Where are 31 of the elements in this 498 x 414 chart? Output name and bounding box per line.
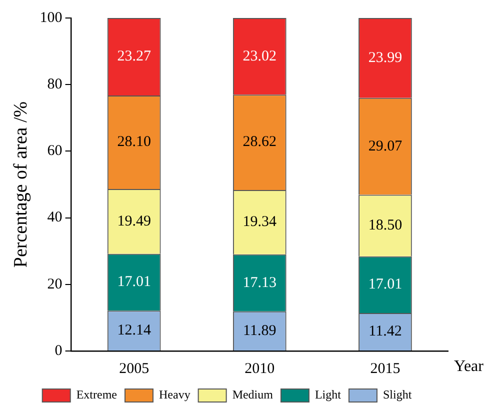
x-tick-label: 2010 (244, 360, 275, 377)
data-label: 29.07 (368, 138, 403, 154)
y-axis-title: Percentage of area /% (10, 101, 32, 268)
data-label: 19.49 (117, 213, 151, 230)
x-axis-title: Year (454, 358, 484, 376)
y-tick-label: 20 (47, 276, 62, 292)
y-tick-label: 100 (40, 10, 62, 26)
data-label: 19.34 (242, 214, 278, 230)
y-tick-label: 40 (47, 210, 62, 226)
legend-label: Medium (232, 388, 274, 402)
legend-label: Slight (382, 388, 412, 402)
data-label: 17.13 (242, 274, 277, 291)
y-tick-label: 80 (47, 76, 62, 93)
legend-label: Heavy (158, 388, 190, 402)
data-label: 23.27 (117, 48, 152, 65)
data-label: 12.14 (117, 322, 152, 338)
x-tick-label: 2015 (370, 360, 400, 377)
data-label: 28.10 (117, 134, 151, 150)
data-label: 23.02 (242, 48, 277, 64)
y-tick-label: 0 (54, 342, 62, 359)
data-label: 17.01 (117, 274, 151, 290)
data-label: 11.42 (368, 324, 402, 340)
legend-label: Light (314, 388, 342, 402)
legend-label: Extreme (76, 388, 118, 402)
data-label: 23.99 (368, 50, 402, 66)
x-tick-label: 2005 (119, 360, 150, 377)
y-tick-label: 60 (47, 143, 62, 160)
data-label: 28.62 (242, 134, 277, 150)
data-label: 18.50 (368, 217, 402, 234)
data-label: 17.01 (368, 276, 402, 293)
data-label: 11.89 (243, 322, 276, 339)
